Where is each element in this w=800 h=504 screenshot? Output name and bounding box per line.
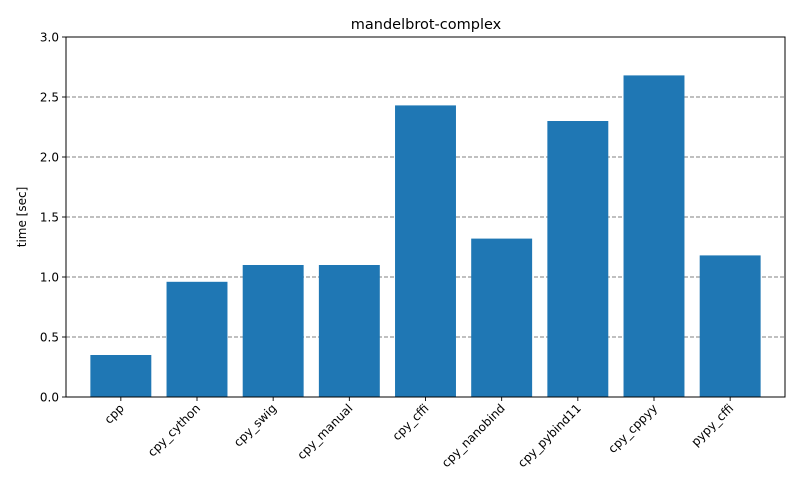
- y-tick-label-0: 0.0: [40, 391, 59, 405]
- x-tick-label-6: cpy_pybind11: [515, 401, 584, 470]
- y-tick-label-2: 1.0: [40, 271, 59, 285]
- x-ticks: cpp cpy_cython cpy_swig cpy_manual cpy_cffi c…: [102, 397, 736, 470]
- bars: [90, 75, 761, 398]
- chart-title: mandelbrot-complex: [351, 17, 502, 33]
- y-tick-label-4: 2.0: [40, 151, 59, 165]
- y-axis-label: time [sec]: [15, 187, 29, 248]
- x-tick-label-4: cpy_cffi: [390, 401, 432, 443]
- x-tick-label-3: cpy_manual: [294, 401, 355, 462]
- bar-pypy_cffi: [699, 255, 761, 397]
- y-tick-label-5: 2.5: [40, 91, 59, 105]
- x-tick-label-1: cpy_cython: [145, 401, 203, 459]
- y-tick-label-1: 0.5: [40, 331, 59, 345]
- y-tick-label-6: 3.0: [40, 31, 59, 45]
- bar-cpy_manual: [318, 265, 380, 397]
- bar-cpp: [90, 355, 152, 397]
- x-tick-label-0: cpp: [102, 401, 127, 426]
- y-tick-label-3: 1.5: [40, 211, 59, 225]
- bar-cpy_cffi: [395, 105, 456, 398]
- x-tick-label-2: cpy_swig: [231, 401, 279, 449]
- x-tick-label-8: pypy_cffi: [688, 401, 736, 449]
- y-ticks: 0.0 0.5 1.0 1.5 2.0 2.5 3.0: [40, 31, 66, 405]
- bar-cpy_nanobind: [471, 238, 533, 397]
- bar-cpy_pybind11: [547, 121, 609, 397]
- x-tick-label-5: cpy_nanobind: [439, 401, 508, 470]
- bar-cpy_swig: [242, 265, 304, 397]
- bar-cpy_cppyy: [623, 75, 685, 398]
- bar-cpy_cython: [166, 281, 228, 397]
- x-tick-label-7: cpy_cppyy: [605, 401, 660, 456]
